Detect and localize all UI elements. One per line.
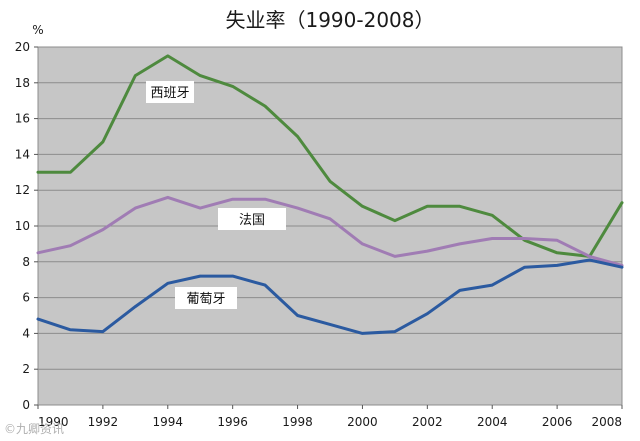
y-tick-label-8: 8 — [22, 255, 30, 269]
series-label-box-portugal — [175, 287, 237, 309]
data-point-portugal-2003 — [458, 289, 461, 292]
data-point-spain-1994 — [166, 54, 169, 58]
watermark-text: ©九卿资讯 — [4, 422, 65, 436]
y-tick-label-12: 12 — [15, 183, 30, 197]
data-point-spain-1990 — [36, 171, 40, 174]
series-label-france: 法国 — [239, 213, 265, 228]
x-tick-label-2008: 2008 — [591, 415, 622, 429]
data-point-portugal-2007 — [588, 258, 591, 262]
x-tick-label-1992: 1992 — [88, 415, 119, 429]
data-point-spain-2004 — [491, 214, 494, 217]
data-point-portugal-2002 — [426, 312, 429, 315]
x-tick-label-1996: 1996 — [217, 415, 248, 429]
data-point-portugal-1998 — [296, 314, 299, 317]
chart-title: 失业率（1990-2008） — [225, 8, 434, 32]
data-point-france-1999 — [328, 217, 332, 221]
x-tick-label-2000: 2000 — [347, 415, 378, 429]
y-tick-label-20: 20 — [15, 40, 30, 54]
data-point-portugal-1993 — [134, 305, 137, 308]
data-point-portugal-1999 — [328, 323, 332, 326]
data-point-portugal-1996 — [231, 274, 234, 278]
data-point-portugal-1992 — [101, 330, 105, 333]
data-point-spain-1993 — [134, 74, 137, 77]
data-point-spain-1997 — [263, 104, 267, 108]
data-point-spain-2008 — [620, 201, 624, 204]
x-tick-label-2002: 2002 — [412, 415, 443, 429]
data-point-france-1995 — [199, 206, 202, 210]
data-point-portugal-1990 — [36, 317, 40, 321]
data-point-portugal-2004 — [491, 283, 494, 287]
data-point-spain-2002 — [426, 205, 429, 208]
y-tick-label-18: 18 — [15, 76, 30, 90]
data-point-spain-1992 — [101, 140, 105, 144]
data-point-france-1996 — [231, 197, 234, 201]
data-point-portugal-1991 — [69, 328, 72, 332]
x-tick-label-1998: 1998 — [282, 415, 313, 429]
series-label-portugal: 葡萄牙 — [186, 292, 225, 307]
data-point-france-2006 — [555, 239, 559, 242]
data-point-france-1992 — [101, 228, 105, 231]
data-point-france-2007 — [588, 255, 591, 258]
data-point-france-1991 — [69, 244, 72, 247]
y-axis-unit: % — [32, 23, 43, 37]
data-point-spain-2003 — [458, 205, 461, 208]
data-point-spain-1996 — [231, 85, 234, 88]
data-point-spain-2001 — [393, 219, 397, 222]
y-tick-label-16: 16 — [15, 112, 30, 126]
y-tick-label-4: 4 — [22, 326, 30, 340]
data-point-spain-1999 — [328, 180, 332, 183]
data-point-portugal-2006 — [555, 264, 559, 267]
data-point-portugal-1995 — [199, 274, 202, 278]
data-point-france-2000 — [361, 242, 364, 246]
y-tick-label-0: 0 — [22, 398, 30, 412]
data-point-portugal-2000 — [361, 332, 364, 335]
series-label-box-france — [218, 208, 286, 230]
data-point-france-1990 — [36, 251, 40, 255]
data-point-france-2002 — [426, 249, 429, 253]
data-point-spain-1995 — [199, 74, 202, 77]
data-point-france-1993 — [134, 206, 137, 210]
data-point-portugal-2008 — [620, 265, 624, 269]
gridlines — [38, 82, 622, 370]
x-axis-ticks: 1990 1992 1994 1996 1998 2000 2002 2004 2006 2008 — [37, 405, 623, 429]
data-point-spain-2000 — [361, 205, 364, 208]
y-tick-label-10: 10 — [15, 219, 30, 233]
series-lines — [36, 54, 624, 335]
series-label-spain: 西班牙 — [150, 86, 189, 101]
x-tick-label-1990: 1990 — [38, 415, 69, 429]
data-point-spain-1991 — [69, 171, 72, 174]
series-label-box-spain — [146, 81, 194, 103]
data-point-france-1994 — [166, 196, 169, 199]
data-point-france-1998 — [296, 206, 299, 210]
x-tick-label-2004: 2004 — [477, 415, 508, 429]
data-point-portugal-1997 — [263, 283, 267, 287]
data-point-france-2003 — [458, 242, 461, 246]
data-point-portugal-2005 — [523, 265, 526, 269]
data-point-portugal-2001 — [393, 330, 397, 333]
data-point-spain-1998 — [296, 135, 299, 138]
y-tick-label-6: 6 — [22, 291, 30, 305]
data-point-spain-2006 — [555, 251, 559, 255]
data-point-france-2005 — [523, 237, 526, 240]
y-tick-label-14: 14 — [15, 147, 30, 161]
data-point-france-1997 — [263, 197, 267, 201]
x-tick-label-2006: 2006 — [542, 415, 573, 429]
x-tick-label-1994: 1994 — [153, 415, 184, 429]
data-point-portugal-1994 — [166, 282, 169, 285]
data-point-france-2004 — [491, 237, 494, 240]
y-tick-label-2: 2 — [22, 362, 30, 376]
y-axis-ticks: 0 2 4 6 8 10 12 14 16 18 20 — [15, 40, 38, 412]
data-point-france-2001 — [393, 255, 397, 258]
